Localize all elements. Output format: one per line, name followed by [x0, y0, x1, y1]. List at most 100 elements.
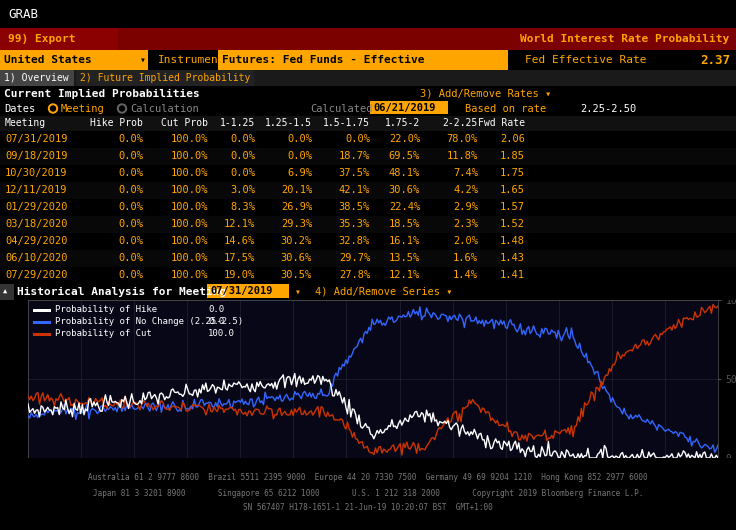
Text: 1.25-1.5: 1.25-1.5 [265, 119, 312, 128]
Bar [0, 216, 736, 233]
Text: 22.4%: 22.4% [389, 202, 420, 212]
Bar [0, 0, 736, 28]
Text: ▾: ▾ [140, 55, 146, 65]
Bar [0, 267, 736, 284]
Bar [218, 50, 508, 70]
Circle shape [49, 104, 57, 113]
Text: 1.75-2: 1.75-2 [385, 119, 420, 128]
Bar [33, 308, 51, 312]
Text: 1.85: 1.85 [500, 151, 525, 161]
Bar [0, 250, 736, 267]
Text: SN 567407 H178-1651-1 21-Jun-19 10:20:07 BST  GMT+1:00: SN 567407 H178-1651-1 21-Jun-19 10:20:07… [243, 504, 493, 513]
Text: 1.5-1.75: 1.5-1.75 [323, 119, 370, 128]
Text: Dates: Dates [4, 103, 35, 113]
Text: Probability of Cut: Probability of Cut [55, 330, 152, 339]
Text: 100.0%: 100.0% [171, 202, 208, 212]
Text: Calculated: Calculated [310, 103, 372, 113]
Text: ■: ■ [450, 103, 455, 112]
Text: 20.1%: 20.1% [280, 185, 312, 195]
Text: 0.0%: 0.0% [345, 134, 370, 144]
Text: 11.8%: 11.8% [447, 151, 478, 161]
Text: 14.6%: 14.6% [224, 236, 255, 246]
Text: 0.0%: 0.0% [118, 151, 143, 161]
Text: 12.1%: 12.1% [224, 219, 255, 229]
Bar [0, 101, 736, 116]
Text: 32.8%: 32.8% [339, 236, 370, 246]
Text: 0.0: 0.0 [208, 305, 224, 314]
Text: 0.0%: 0.0% [118, 202, 143, 212]
Text: 48.1%: 48.1% [389, 168, 420, 178]
Text: 0.0%: 0.0% [118, 236, 143, 246]
Text: 30.6%: 30.6% [280, 253, 312, 263]
Text: Meeting: Meeting [5, 119, 46, 128]
Text: 2) Future Implied Probability: 2) Future Implied Probability [80, 73, 250, 83]
Bar [0, 148, 736, 165]
Text: Meeting: Meeting [61, 103, 105, 113]
Text: 1.4%: 1.4% [453, 270, 478, 280]
Text: Based on rate: Based on rate [465, 103, 546, 113]
Text: 12.1%: 12.1% [389, 270, 420, 280]
Bar [0, 116, 736, 131]
Text: 4) Add/Remove Series ▾: 4) Add/Remove Series ▾ [315, 287, 453, 297]
Text: Hike Prob: Hike Prob [90, 119, 143, 128]
Text: 06/21/2019: 06/21/2019 [373, 102, 436, 112]
Text: 12/11/2019: 12/11/2019 [5, 185, 68, 195]
Text: 0.0%: 0.0% [118, 185, 143, 195]
Text: Fed Effective Rate: Fed Effective Rate [525, 55, 646, 65]
Text: 30.2%: 30.2% [280, 236, 312, 246]
Text: 6.9%: 6.9% [287, 168, 312, 178]
Bar [0, 165, 736, 182]
Text: 8.3%: 8.3% [230, 202, 255, 212]
Text: United States: United States [4, 55, 92, 65]
Text: Cut Prob: Cut Prob [161, 119, 208, 128]
Text: 10/30/2019: 10/30/2019 [5, 168, 68, 178]
Text: Probability of No Change (2.25-2.5): Probability of No Change (2.25-2.5) [55, 317, 243, 326]
Text: 06/10/2020: 06/10/2020 [5, 253, 68, 263]
Text: 1.57: 1.57 [500, 202, 525, 212]
Bar [33, 321, 51, 323]
Text: 100.0%: 100.0% [171, 236, 208, 246]
Text: 35.3%: 35.3% [339, 219, 370, 229]
Text: 1.41: 1.41 [500, 270, 525, 280]
Bar [0, 70, 74, 86]
Text: 2.06: 2.06 [500, 134, 525, 144]
Bar [76, 70, 254, 86]
Text: 100.0%: 100.0% [171, 168, 208, 178]
Circle shape [118, 104, 127, 113]
Text: 37.5%: 37.5% [339, 168, 370, 178]
Text: 07/29/2020: 07/29/2020 [5, 270, 68, 280]
Text: 1) Overview: 1) Overview [4, 73, 68, 83]
Circle shape [119, 106, 124, 111]
Text: 27.8%: 27.8% [339, 270, 370, 280]
Text: 0.0: 0.0 [208, 317, 224, 326]
Text: ▲: ▲ [3, 289, 7, 295]
Bar [0, 182, 736, 199]
Text: 3.0%: 3.0% [230, 185, 255, 195]
Text: 1.43: 1.43 [500, 253, 525, 263]
Text: 2.9%: 2.9% [453, 202, 478, 212]
Text: 1.48: 1.48 [500, 236, 525, 246]
Text: 0.0%: 0.0% [118, 253, 143, 263]
Text: 0.0%: 0.0% [287, 151, 312, 161]
Text: 7.4%: 7.4% [453, 168, 478, 178]
Text: 18.5%: 18.5% [389, 219, 420, 229]
Bar [0, 131, 736, 148]
Text: 0.0%: 0.0% [287, 134, 312, 144]
Text: Australia 61 2 9777 8600  Brazil 5511 2395 9000  Europe 44 20 7330 7500  Germany: Australia 61 2 9777 8600 Brazil 5511 239… [88, 473, 648, 482]
Text: 38.5%: 38.5% [339, 202, 370, 212]
Bar [0, 458, 736, 530]
Text: 2-2.25: 2-2.25 [443, 119, 478, 128]
Text: 03/18/2020: 03/18/2020 [5, 219, 68, 229]
Text: 100.0%: 100.0% [171, 270, 208, 280]
Bar [0, 86, 736, 101]
Text: ▾: ▾ [295, 287, 301, 297]
Text: 18.7%: 18.7% [339, 151, 370, 161]
Text: 07/31/2019: 07/31/2019 [210, 286, 272, 296]
Bar [0, 50, 736, 70]
Bar [0, 199, 736, 216]
Text: 100.0%: 100.0% [171, 185, 208, 195]
Bar [370, 101, 448, 114]
Text: ▾: ▾ [512, 55, 518, 65]
Bar [0, 284, 14, 300]
Text: Probability of Hike: Probability of Hike [55, 305, 157, 314]
